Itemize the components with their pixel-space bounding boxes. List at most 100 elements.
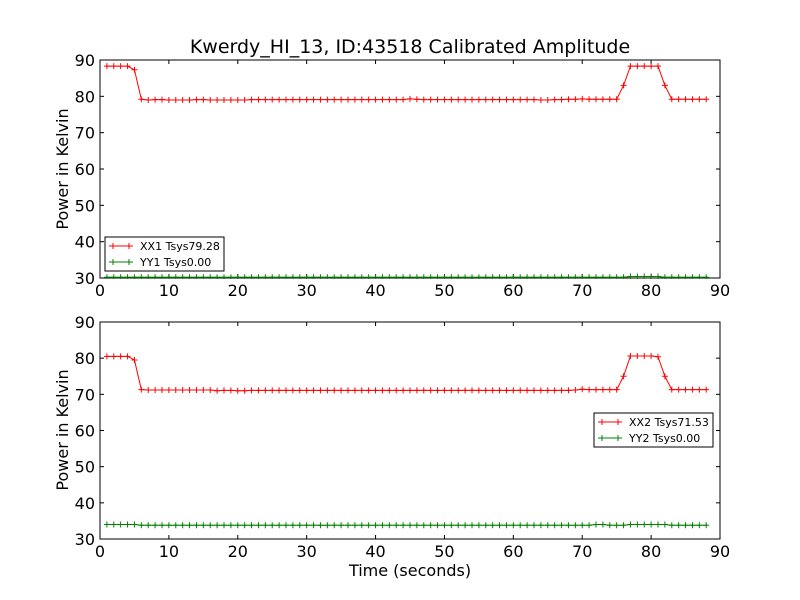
- top-series-1-point: [131, 66, 138, 73]
- top-series-2-point: [572, 274, 579, 279]
- bottom-series-2-point: [393, 522, 400, 529]
- bottom-series-1-point: [117, 353, 124, 360]
- top-series-1-point: [193, 96, 200, 103]
- top-series-1-point: [503, 96, 510, 103]
- bottom-series-2-point: [269, 522, 276, 529]
- bottom-y-tick-label: 90: [75, 313, 95, 332]
- top-series-2-point: [565, 274, 572, 279]
- top-series-1-point: [200, 96, 207, 103]
- top-series-2-point: [145, 274, 152, 279]
- top-x-tick-label: 60: [503, 281, 523, 300]
- top-series-2-point: [276, 274, 283, 279]
- top-series-1-point: [289, 96, 296, 103]
- bottom-series-1-point: [351, 387, 358, 394]
- top-series-2-point: [475, 274, 482, 279]
- bottom-series-2-point: [427, 522, 434, 529]
- bottom-series-2-point: [179, 522, 186, 529]
- top-x-tick-label: 30: [296, 281, 316, 300]
- top-series-2-point: [117, 274, 124, 279]
- bottom-series-1-point: [227, 387, 234, 394]
- top-legend-marker-2: [126, 259, 132, 265]
- top-series-1-point: [586, 96, 593, 103]
- bottom-series-1-point: [668, 386, 675, 393]
- top-x-tick-label: 20: [228, 281, 248, 300]
- bottom-series-1-point: [193, 386, 200, 393]
- top-series-2-point: [531, 274, 537, 279]
- top-y-tick-label: 80: [75, 87, 95, 106]
- bottom-series-2-point: [186, 522, 193, 529]
- top-series-1-point: [579, 95, 586, 102]
- top-series-1-point: [531, 96, 537, 103]
- bottom-series-2-point: [117, 521, 124, 528]
- top-y-tick-label: 70: [75, 124, 95, 143]
- top-series-1-point: [413, 96, 420, 103]
- bottom-series-1-point: [207, 386, 214, 393]
- top-series-1-point: [145, 96, 152, 103]
- top-series-1-point: [448, 96, 455, 103]
- bottom-y-tick-label: 70: [75, 385, 95, 404]
- top-series-1-point: [372, 96, 379, 103]
- bottom-series-1-point: [124, 353, 131, 360]
- top-series-2-point: [537, 274, 544, 279]
- top-series-1-point: [124, 63, 131, 70]
- top-series-2-point: [703, 274, 710, 279]
- top-series-2-point: [227, 274, 234, 279]
- top-series-1-point: [393, 96, 400, 103]
- bottom-series-1-point: [331, 387, 338, 394]
- bottom-x-tick-label: 70: [572, 542, 592, 561]
- bottom-series-1-point: [103, 353, 110, 360]
- top-series-2-point: [324, 274, 331, 279]
- top-series-1-point: [110, 63, 117, 70]
- bottom-series-1-point: [510, 387, 517, 394]
- bottom-series-2-point: [400, 522, 407, 529]
- top-series-1-point: [152, 96, 159, 103]
- bottom-series-1-point: [289, 387, 296, 394]
- bottom-series-1-point: [152, 386, 159, 393]
- bottom-series-1: [103, 352, 710, 394]
- bottom-x-tick-label: 50: [434, 542, 454, 561]
- bottom-series-1-point: [565, 387, 572, 394]
- top-series-2-point: [331, 274, 338, 279]
- bottom-series-2-point: [606, 522, 613, 529]
- bottom-series-2-point: [221, 522, 227, 529]
- bottom-series-2-point: [138, 522, 145, 529]
- top-subplot: 0 10 20 30 40 50 60 70 80 90 30 40 50 60 70 80 90 XX1 Tsy…: [75, 51, 731, 300]
- top-series-1-point: [655, 63, 661, 70]
- bottom-series-2-point: [103, 521, 110, 528]
- top-series-1-point: [434, 96, 441, 103]
- bottom-series-2-point: [351, 522, 358, 529]
- bottom-legend-label-2: YY2 Tsys0.00: [628, 432, 700, 445]
- top-series-1-point: [510, 96, 517, 103]
- bottom-series-2-point: [200, 522, 207, 529]
- bottom-y-tick-label: 30: [75, 530, 95, 549]
- top-series-2-point: [661, 274, 668, 279]
- bottom-x-tick-label: 10: [159, 542, 179, 561]
- top-series-1-point: [227, 96, 234, 103]
- bottom-x-tick-label: 0: [95, 542, 105, 561]
- bottom-series-2-point: [193, 522, 200, 529]
- top-series-1-point: [641, 63, 648, 70]
- top-series-1-point: [214, 96, 221, 103]
- top-series-1-point: [599, 96, 606, 103]
- top-series-1-point: [462, 96, 469, 103]
- top-series-2-point: [379, 274, 386, 279]
- bottom-series-1-point: [214, 387, 221, 394]
- top-series-1: [103, 63, 710, 103]
- bottom-series-2-point: [462, 522, 469, 529]
- bottom-series-1-point: [696, 386, 703, 393]
- bottom-series-1-point: [455, 387, 462, 394]
- top-series-1-point: [345, 96, 351, 103]
- top-series-1-point: [572, 96, 579, 103]
- top-series-1-point: [255, 96, 262, 103]
- bottom-series-1-point: [537, 387, 544, 394]
- top-series-1-point: [338, 96, 345, 103]
- top-series-1-point: [675, 96, 682, 103]
- x-axis-title: Time (seconds): [348, 561, 471, 580]
- bottom-series-2-point: [214, 522, 221, 529]
- top-series-1-point: [634, 63, 641, 70]
- bottom-series-2-point: [489, 522, 496, 529]
- top-legend-label-2: YY1 Tsys0.00: [139, 256, 211, 269]
- bottom-series-1-point: [269, 387, 276, 394]
- bottom-series-1-point: [400, 387, 407, 394]
- bottom-series-1-point: [186, 386, 193, 393]
